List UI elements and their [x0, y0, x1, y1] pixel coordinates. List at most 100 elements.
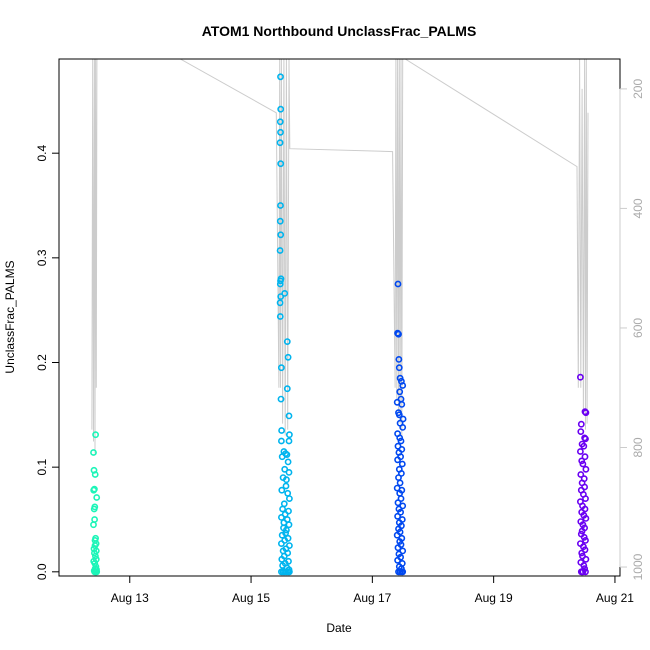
data-point: [92, 431, 99, 439]
data-point: [277, 395, 285, 403]
data-point: [393, 531, 401, 539]
data-point: [398, 460, 406, 468]
data-point: [91, 471, 99, 478]
data-point: [277, 231, 285, 239]
data-point: [276, 280, 284, 288]
y-tick-label: 0.4: [35, 145, 49, 162]
data-point: [394, 442, 402, 450]
y2-tick-label: 200: [631, 79, 645, 99]
data-point: [278, 453, 286, 461]
data-point: [277, 160, 285, 168]
data-point: [580, 562, 588, 569]
data-point: [578, 457, 586, 465]
data-point: [279, 505, 286, 513]
y-axis-label: UnclassFrac_PALMS: [3, 260, 17, 373]
data-point: [277, 105, 285, 113]
data-point: [394, 280, 402, 288]
data-point: [276, 299, 284, 307]
data-point: [395, 330, 402, 338]
data-point: [577, 428, 585, 435]
y2-tick-label: 1000: [631, 553, 645, 580]
data-point: [582, 568, 589, 576]
y-tick-label: 0.3: [35, 249, 49, 266]
data-point: [281, 289, 289, 297]
data-point: [577, 448, 584, 455]
data-point: [578, 527, 586, 535]
data-point: [277, 293, 285, 300]
data-point: [394, 556, 401, 564]
data-point: [277, 514, 285, 521]
data-point: [90, 486, 98, 494]
y2-tick-label: 400: [631, 198, 645, 218]
data-point: [281, 465, 289, 473]
data-point: [397, 437, 405, 445]
y-axis: 0.0 0.1 0.2 0.3 0.4: [35, 145, 60, 580]
data-point: [398, 400, 406, 408]
series-3: [393, 280, 407, 576]
data-point: [92, 547, 100, 555]
data-point: [276, 247, 284, 254]
data-point: [282, 526, 290, 534]
data-point: [395, 364, 403, 372]
data-points-layer: [90, 73, 590, 576]
data-point: [285, 468, 293, 476]
data-point: [282, 476, 290, 484]
data-point: [276, 313, 284, 320]
y-tick-label: 0.2: [35, 354, 49, 371]
data-point: [285, 521, 293, 529]
data-point: [580, 442, 588, 450]
data-point: [396, 479, 404, 487]
data-point: [284, 353, 292, 361]
data-point: [283, 385, 291, 393]
data-point: [285, 437, 293, 445]
data-point: [396, 388, 404, 396]
data-point: [582, 537, 589, 544]
data-point: [395, 411, 403, 419]
x-tick-label: Aug 21: [596, 591, 634, 605]
data-point: [582, 465, 590, 473]
data-point: [283, 338, 291, 345]
data-point: [399, 382, 407, 389]
data-point: [394, 512, 401, 520]
data-point: [582, 495, 589, 502]
data-point: [277, 202, 284, 209]
data-point: [278, 555, 286, 563]
data-point: [277, 437, 285, 445]
y2-tick-label: 600: [631, 318, 645, 338]
data-point: [90, 521, 97, 529]
data-point: [285, 431, 293, 439]
data-point: [276, 217, 284, 225]
chart-title: ATOM1 Northbound UnclassFrac_PALMS: [202, 23, 477, 39]
data-point: [399, 568, 407, 576]
series-2: [276, 73, 293, 576]
data-point: [277, 364, 285, 372]
data-point: [278, 427, 285, 434]
x-tick-label: Aug 15: [232, 591, 270, 605]
data-point: [581, 453, 589, 461]
data-point: [577, 373, 584, 381]
data-point: [582, 409, 590, 417]
data-point: [399, 415, 407, 423]
y-tick-label: 0.1: [35, 458, 49, 475]
data-point: [277, 540, 285, 547]
data-point: [578, 549, 586, 557]
data-point: [394, 544, 402, 552]
data-point: [276, 139, 284, 147]
data-point: [282, 482, 290, 490]
series-1: [90, 431, 101, 576]
data-point: [394, 456, 401, 464]
data-point: [90, 505, 98, 513]
data-point: [577, 471, 585, 478]
x-axis: Aug 13 Aug 15 Aug 17 Aug 19 Aug 21: [111, 575, 634, 605]
data-point: [285, 495, 293, 502]
data-point: [277, 277, 284, 285]
data-point: [579, 460, 587, 468]
y2-axis: 200 400 600 800 1000: [619, 79, 645, 580]
x-tick-label: Aug 19: [475, 591, 513, 605]
data-point: [285, 412, 293, 420]
x-tick-label: Aug 17: [353, 591, 391, 605]
data-point: [276, 118, 284, 126]
data-point: [93, 494, 101, 501]
